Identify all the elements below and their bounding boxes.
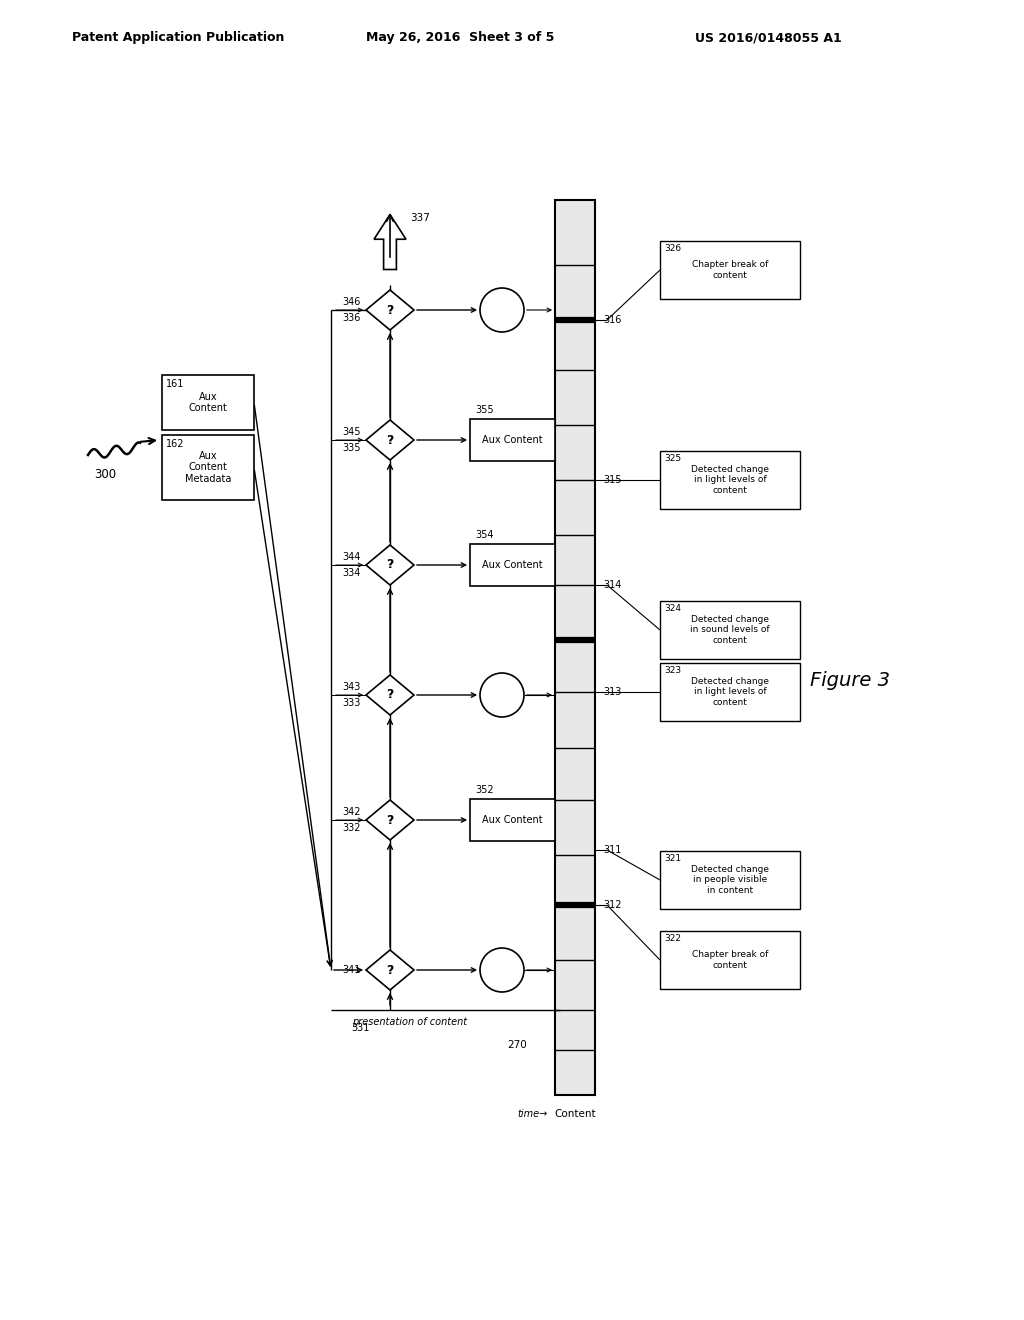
Text: ?: ? xyxy=(386,964,393,977)
Text: ?: ? xyxy=(386,558,393,572)
Text: ?: ? xyxy=(386,304,393,317)
Text: 325: 325 xyxy=(664,454,681,463)
Text: 354: 354 xyxy=(475,531,494,540)
Text: 355: 355 xyxy=(475,405,494,414)
Text: 343: 343 xyxy=(343,682,361,692)
Text: 342: 342 xyxy=(342,807,361,817)
Text: Detected change
in sound levels of
content: Detected change in sound levels of conte… xyxy=(690,615,770,645)
Text: 346: 346 xyxy=(343,297,361,308)
Text: Chapter break of
content: Chapter break of content xyxy=(692,950,768,970)
Text: Patent Application Publication: Patent Application Publication xyxy=(72,32,285,45)
Text: Aux
Content
Metadata: Aux Content Metadata xyxy=(184,451,231,484)
Bar xyxy=(660,663,800,721)
Text: presentation of content: presentation of content xyxy=(352,1016,468,1027)
Text: Figure 3: Figure 3 xyxy=(810,671,890,689)
Bar xyxy=(660,242,800,300)
Text: 321: 321 xyxy=(664,854,681,863)
Text: Detected change
in light levels of
content: Detected change in light levels of conte… xyxy=(691,677,769,708)
Text: 300: 300 xyxy=(94,469,116,482)
Text: 313: 313 xyxy=(603,686,622,697)
Text: Aux
Content: Aux Content xyxy=(188,392,227,413)
Text: US 2016/0148055 A1: US 2016/0148055 A1 xyxy=(694,32,842,45)
Circle shape xyxy=(480,288,524,333)
Text: Aux Content: Aux Content xyxy=(482,814,543,825)
Polygon shape xyxy=(374,214,406,269)
Bar xyxy=(470,544,555,586)
Text: 336: 336 xyxy=(343,313,361,323)
Bar xyxy=(660,451,800,510)
Text: 322: 322 xyxy=(664,935,681,942)
Text: May 26, 2016  Sheet 3 of 5: May 26, 2016 Sheet 3 of 5 xyxy=(366,32,554,45)
Text: ?: ? xyxy=(386,689,393,701)
Bar xyxy=(470,418,555,461)
Polygon shape xyxy=(366,545,414,585)
Polygon shape xyxy=(366,420,414,459)
Text: ?: ? xyxy=(386,433,393,446)
Text: 326: 326 xyxy=(664,244,681,253)
Text: 335: 335 xyxy=(342,444,361,453)
Text: Content: Content xyxy=(554,1109,596,1119)
Text: Chapter break of
content: Chapter break of content xyxy=(692,260,768,280)
Text: 311: 311 xyxy=(603,845,622,855)
Text: 270: 270 xyxy=(507,1040,527,1049)
Text: 334: 334 xyxy=(343,568,361,578)
Text: 312: 312 xyxy=(603,900,622,909)
Text: 315: 315 xyxy=(603,475,622,484)
Text: 341: 341 xyxy=(343,965,361,975)
Text: Detected change
in people visible
in content: Detected change in people visible in con… xyxy=(691,865,769,895)
Text: Aux Content: Aux Content xyxy=(482,436,543,445)
Bar xyxy=(660,601,800,659)
Text: ?: ? xyxy=(386,813,393,826)
Text: 337: 337 xyxy=(410,213,430,223)
Text: 162: 162 xyxy=(166,440,184,449)
Bar xyxy=(162,375,254,430)
Text: 324: 324 xyxy=(664,605,681,612)
Circle shape xyxy=(480,673,524,717)
Text: Aux Content: Aux Content xyxy=(482,560,543,570)
Text: 323: 323 xyxy=(664,667,681,675)
Text: 314: 314 xyxy=(603,579,622,590)
Bar xyxy=(470,799,555,841)
Text: 344: 344 xyxy=(343,552,361,562)
Text: 333: 333 xyxy=(343,698,361,708)
Bar xyxy=(660,931,800,989)
Bar xyxy=(162,436,254,500)
Polygon shape xyxy=(366,290,414,330)
Circle shape xyxy=(480,948,524,993)
Text: 332: 332 xyxy=(342,822,361,833)
Text: 161: 161 xyxy=(166,379,184,389)
Bar xyxy=(660,851,800,909)
Polygon shape xyxy=(366,950,414,990)
Bar xyxy=(555,201,595,1096)
Text: Detected change
in light levels of
content: Detected change in light levels of conte… xyxy=(691,465,769,495)
Polygon shape xyxy=(366,800,414,840)
Text: 352: 352 xyxy=(475,785,494,795)
Text: 331: 331 xyxy=(351,1023,370,1034)
Polygon shape xyxy=(366,675,414,715)
Text: 316: 316 xyxy=(603,315,622,325)
Text: time→: time→ xyxy=(518,1109,548,1119)
Text: 345: 345 xyxy=(342,426,361,437)
